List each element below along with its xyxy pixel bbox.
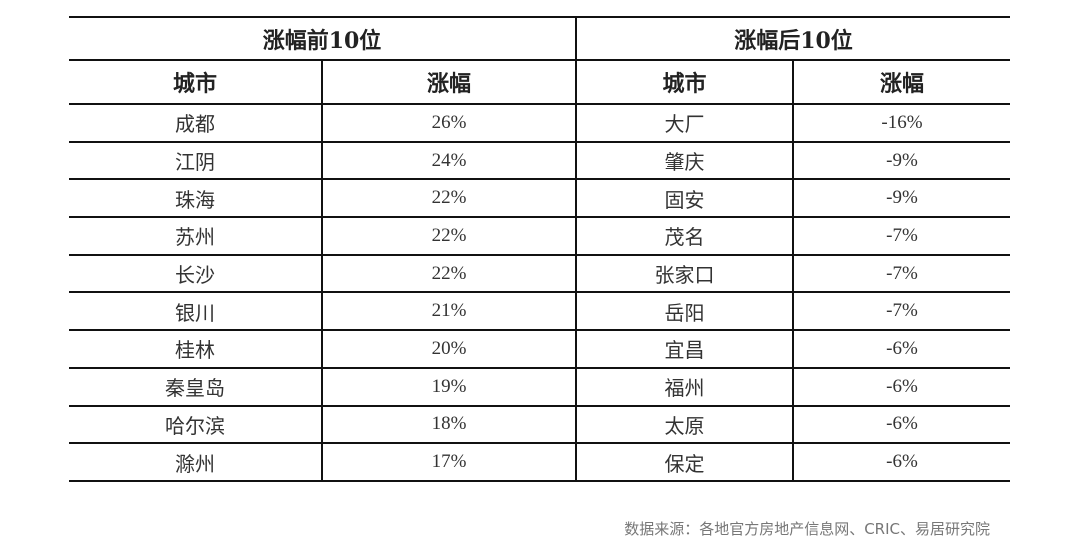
city-cell: 太原 xyxy=(575,404,793,445)
city-cell: 成都 xyxy=(69,103,322,143)
city-cell: 珠海 xyxy=(69,178,322,219)
change-cell: 22% xyxy=(321,178,576,219)
city-cell: 固安 xyxy=(575,178,793,219)
table-row: 滁州 17% 保定 -6% xyxy=(69,442,1010,482)
change-cell: 18% xyxy=(321,404,576,445)
change-cell: -9% xyxy=(792,178,1010,219)
change-cell: 20% xyxy=(321,329,576,369)
city-cell: 宜昌 xyxy=(575,329,793,369)
city-cell: 长沙 xyxy=(69,253,322,294)
change-cell: 19% xyxy=(321,366,576,407)
group-header-top10: 涨幅前10位 xyxy=(69,16,576,61)
city-cell: 大厂 xyxy=(575,103,793,143)
column-header-change: 涨幅 xyxy=(321,59,576,105)
change-cell: -7% xyxy=(792,216,1010,256)
change-cell: -7% xyxy=(792,291,1010,332)
city-cell: 张家口 xyxy=(575,253,793,294)
city-cell: 滁州 xyxy=(69,442,322,482)
data-source-note: 数据来源：各地官方房地产信息网、CRIC、易居研究院 xyxy=(624,520,990,538)
table-row: 成都 26% 大厂 -16% xyxy=(69,103,1010,143)
table-row: 秦皇岛 19% 福州 -6% xyxy=(69,366,1010,407)
change-cell: -7% xyxy=(792,253,1010,294)
city-cell: 肇庆 xyxy=(575,140,793,181)
table-row: 长沙 22% 张家口 -7% xyxy=(69,253,1010,294)
change-cell: -6% xyxy=(792,366,1010,407)
change-cell: 22% xyxy=(321,216,576,256)
change-cell: 24% xyxy=(321,140,576,181)
change-cell: -16% xyxy=(792,103,1010,143)
column-header-city: 城市 xyxy=(575,59,793,105)
table-row: 珠海 22% 固安 -9% xyxy=(69,178,1010,219)
table-row: 苏州 22% 茂名 -7% xyxy=(69,216,1010,256)
city-cell: 银川 xyxy=(69,291,322,332)
city-cell: 江阴 xyxy=(69,140,322,181)
change-cell: -6% xyxy=(792,404,1010,445)
table-row: 江阴 24% 肇庆 -9% xyxy=(69,140,1010,181)
change-cell: -6% xyxy=(792,442,1010,482)
table-row: 银川 21% 岳阳 -7% xyxy=(69,291,1010,332)
change-cell: 26% xyxy=(321,103,576,143)
column-header-change: 涨幅 xyxy=(792,59,1010,105)
city-cell: 岳阳 xyxy=(575,291,793,332)
table-row: 桂林 20% 宜昌 -6% xyxy=(69,329,1010,369)
city-cell: 哈尔滨 xyxy=(69,404,322,445)
change-cell: 21% xyxy=(321,291,576,332)
city-cell: 秦皇岛 xyxy=(69,366,322,407)
city-cell: 苏州 xyxy=(69,216,322,256)
column-header-city: 城市 xyxy=(69,59,322,105)
change-cell: 22% xyxy=(321,253,576,294)
table-row: 哈尔滨 18% 太原 -6% xyxy=(69,404,1010,445)
city-cell: 茂名 xyxy=(575,216,793,256)
city-price-change-table: 涨幅前10位 涨幅后10位 城市 涨幅 城市 涨幅 成都 26% 大厂 -16% 江阴 2… xyxy=(69,16,1010,482)
city-cell: 保定 xyxy=(575,442,793,482)
city-cell: 桂林 xyxy=(69,329,322,369)
change-cell: 17% xyxy=(321,442,576,482)
group-header-bottom10: 涨幅后10位 xyxy=(575,16,1010,61)
city-cell: 福州 xyxy=(575,366,793,407)
change-cell: -6% xyxy=(792,329,1010,369)
change-cell: -9% xyxy=(792,140,1010,181)
